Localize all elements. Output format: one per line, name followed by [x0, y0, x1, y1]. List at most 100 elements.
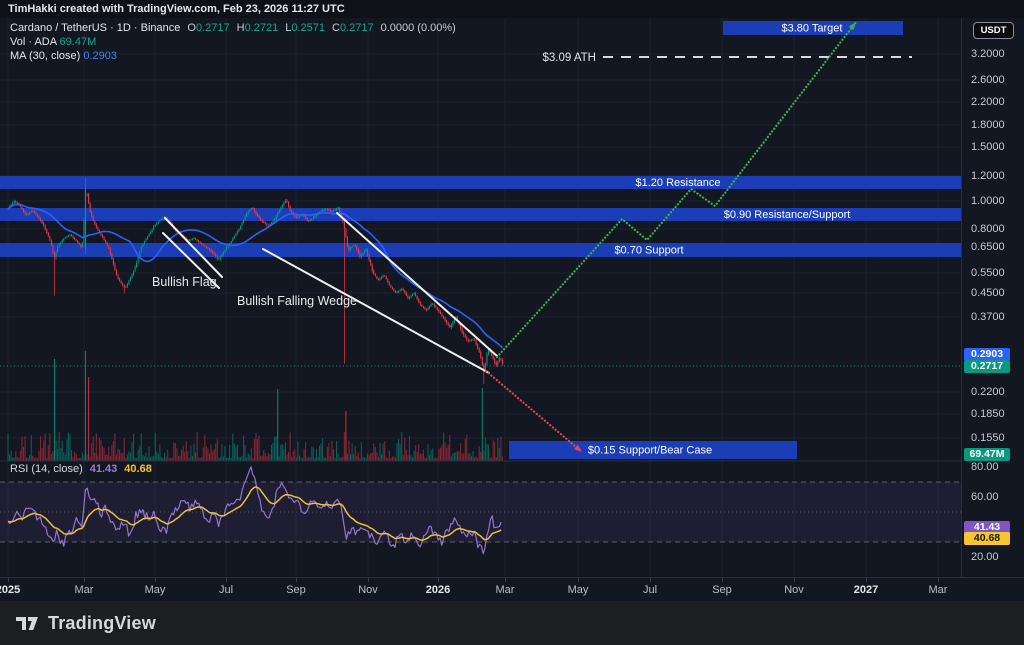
flag-upper-trendline[interactable]: [164, 217, 223, 278]
ohlc-value: 0.2721: [244, 22, 279, 34]
rsi-legend: RSI (14, close) 41.43 40.68: [10, 463, 159, 475]
price-axis-label: 1.2000: [971, 170, 1005, 182]
volume-label: Vol · ADA: [10, 36, 57, 48]
rsi-label: RSI (14, close): [10, 463, 83, 475]
band-label: $3.80 Target: [782, 23, 843, 35]
time-tick: [155, 578, 156, 582]
candles: [7, 177, 503, 384]
tradingview-wordmark[interactable]: TradingView: [48, 612, 156, 633]
rsi-value: 41.43: [89, 463, 118, 475]
chart-area[interactable]: $3.80 Target $1.20 Resistance $0.90 Resist…: [0, 18, 961, 577]
ohlc-value: 0.2717: [195, 22, 230, 34]
price-axis-label: 0.4500: [971, 287, 1005, 299]
annotation-label: Bullish Falling Wedge: [237, 294, 357, 308]
time-axis-label: May: [567, 584, 589, 596]
time-axis[interactable]: 2025 Mar May Jul Sep Nov 2026 Mar May Jul Sep Nov 20…: [0, 577, 1024, 601]
time-axis-label: Sep: [286, 584, 306, 596]
ath-label: $3.09 ATH: [543, 52, 597, 64]
time-axis-label: 2026: [425, 584, 451, 596]
attribution-text: TimHakki created with TradingView.com, F…: [8, 3, 345, 15]
price-axis-label: 60.00: [971, 491, 999, 503]
price-axis-label: 2.6000: [971, 74, 1005, 86]
price-axis-label: 3.2000: [971, 48, 1005, 60]
ohlc-value: 0.2717: [339, 22, 374, 34]
price-badge: 41.43: [964, 521, 1010, 534]
price-axis-label: 0.3700: [971, 311, 1005, 323]
time-axis-label: Mar: [74, 584, 94, 596]
volume-value: 69.47M: [59, 36, 97, 48]
annotation-label: Bullish Flag: [152, 275, 217, 289]
time-tick: [938, 578, 939, 582]
price-axis-label: 0.5500: [971, 267, 1005, 279]
legend-row-ma: MA (30, close) 0.2903: [10, 49, 456, 63]
ohlc-values: O0.2717 H0.2721 L0.2571 C0.2717: [180, 22, 373, 34]
price-axis-label: 0.8000: [971, 223, 1005, 235]
attribution-bar: TimHakki created with TradingView.com, F…: [0, 0, 1024, 18]
currency-toggle-button[interactable]: USDT: [973, 22, 1014, 39]
time-axis-label: 2025: [0, 584, 21, 596]
ohlc-key: H: [236, 22, 245, 34]
ohlc-key: O: [187, 22, 196, 34]
time-axis-label: Nov: [784, 584, 804, 596]
symbol-title: Cardano / TetherUS · 1D · Binance: [10, 22, 181, 34]
price-axis-label: 1.0000: [971, 195, 1005, 207]
time-tick: [505, 578, 506, 582]
time-tick: [8, 578, 9, 582]
time-tick: [722, 578, 723, 582]
time-tick: [296, 578, 297, 582]
time-axis-label: Jul: [642, 584, 658, 596]
time-axis-label: May: [144, 584, 166, 596]
price-axis-label: 0.1850: [971, 408, 1005, 420]
rsi-ma-value: 40.68: [124, 463, 152, 475]
price-axis-label: 0.2200: [971, 386, 1005, 398]
time-axis-label: Jul: [218, 584, 234, 596]
change-value: 0.0000 (0.00%): [380, 22, 456, 34]
time-axis-label: Mar: [928, 584, 948, 596]
price-badge: 0.2903: [964, 348, 1010, 361]
price-badge: 0.2717: [964, 360, 1010, 373]
legend-row-volume: Vol · ADA 69.47M: [10, 35, 456, 49]
level-band: [0, 176, 961, 189]
price-chart-canvas[interactable]: $3.80 Target $1.20 Resistance $0.90 Resist…: [0, 18, 961, 577]
price-axis-label: 0.6500: [971, 241, 1005, 253]
time-axis-label: Sep: [712, 584, 732, 596]
volume-bars: [7, 351, 503, 461]
level-band: [0, 243, 961, 257]
price-axis-label: 0.1550: [971, 432, 1005, 444]
price-axis-label: 1.5000: [971, 141, 1005, 153]
level-band: [723, 21, 903, 35]
time-tick: [794, 578, 795, 582]
time-tick: [226, 578, 227, 582]
flag-lower-trendline[interactable]: [162, 232, 220, 289]
price-axis-label: 20.00: [971, 551, 999, 563]
time-axis-label: Mar: [495, 584, 515, 596]
wedge-lower-trendline[interactable]: [262, 248, 490, 374]
time-tick: [438, 578, 439, 582]
price-axis-label: 1.8000: [971, 119, 1005, 131]
ohlc-key: C: [332, 22, 340, 34]
time-tick: [84, 578, 85, 582]
time-tick: [368, 578, 369, 582]
ma-30-line: [7, 203, 504, 349]
wedge-upper-trendline[interactable]: [336, 212, 498, 357]
rsi-line: [7, 466, 502, 555]
band-label: $0.90 Resistance/Support: [724, 209, 851, 221]
symbol-legend: Cardano / TetherUS · 1D · Binance O0.2717…: [10, 21, 456, 63]
level-band: [509, 441, 797, 459]
time-axis-label: 2027: [853, 584, 879, 596]
ma-value: 0.2903: [83, 50, 118, 62]
bull-projection-path[interactable]: [495, 20, 858, 359]
footer: TradingView: [0, 601, 1024, 645]
time-tick: [650, 578, 651, 582]
band-label: $0.15 Support/Bear Case: [588, 445, 712, 457]
price-axis-label: 2.2000: [971, 96, 1005, 108]
level-band: [0, 208, 961, 221]
price-axis[interactable]: 3.2000 2.6000 2.2000 1.8000 1.5000 1.2000 1.00…: [961, 18, 1024, 577]
price-badge: 69.47M: [964, 448, 1010, 461]
band-label: $1.20 Resistance: [636, 177, 721, 189]
tradingview-logo-icon[interactable]: [14, 610, 40, 636]
time-axis-label: Nov: [358, 584, 378, 596]
ohlc-key: L: [285, 22, 292, 34]
bear-projection-path[interactable]: [484, 369, 584, 454]
